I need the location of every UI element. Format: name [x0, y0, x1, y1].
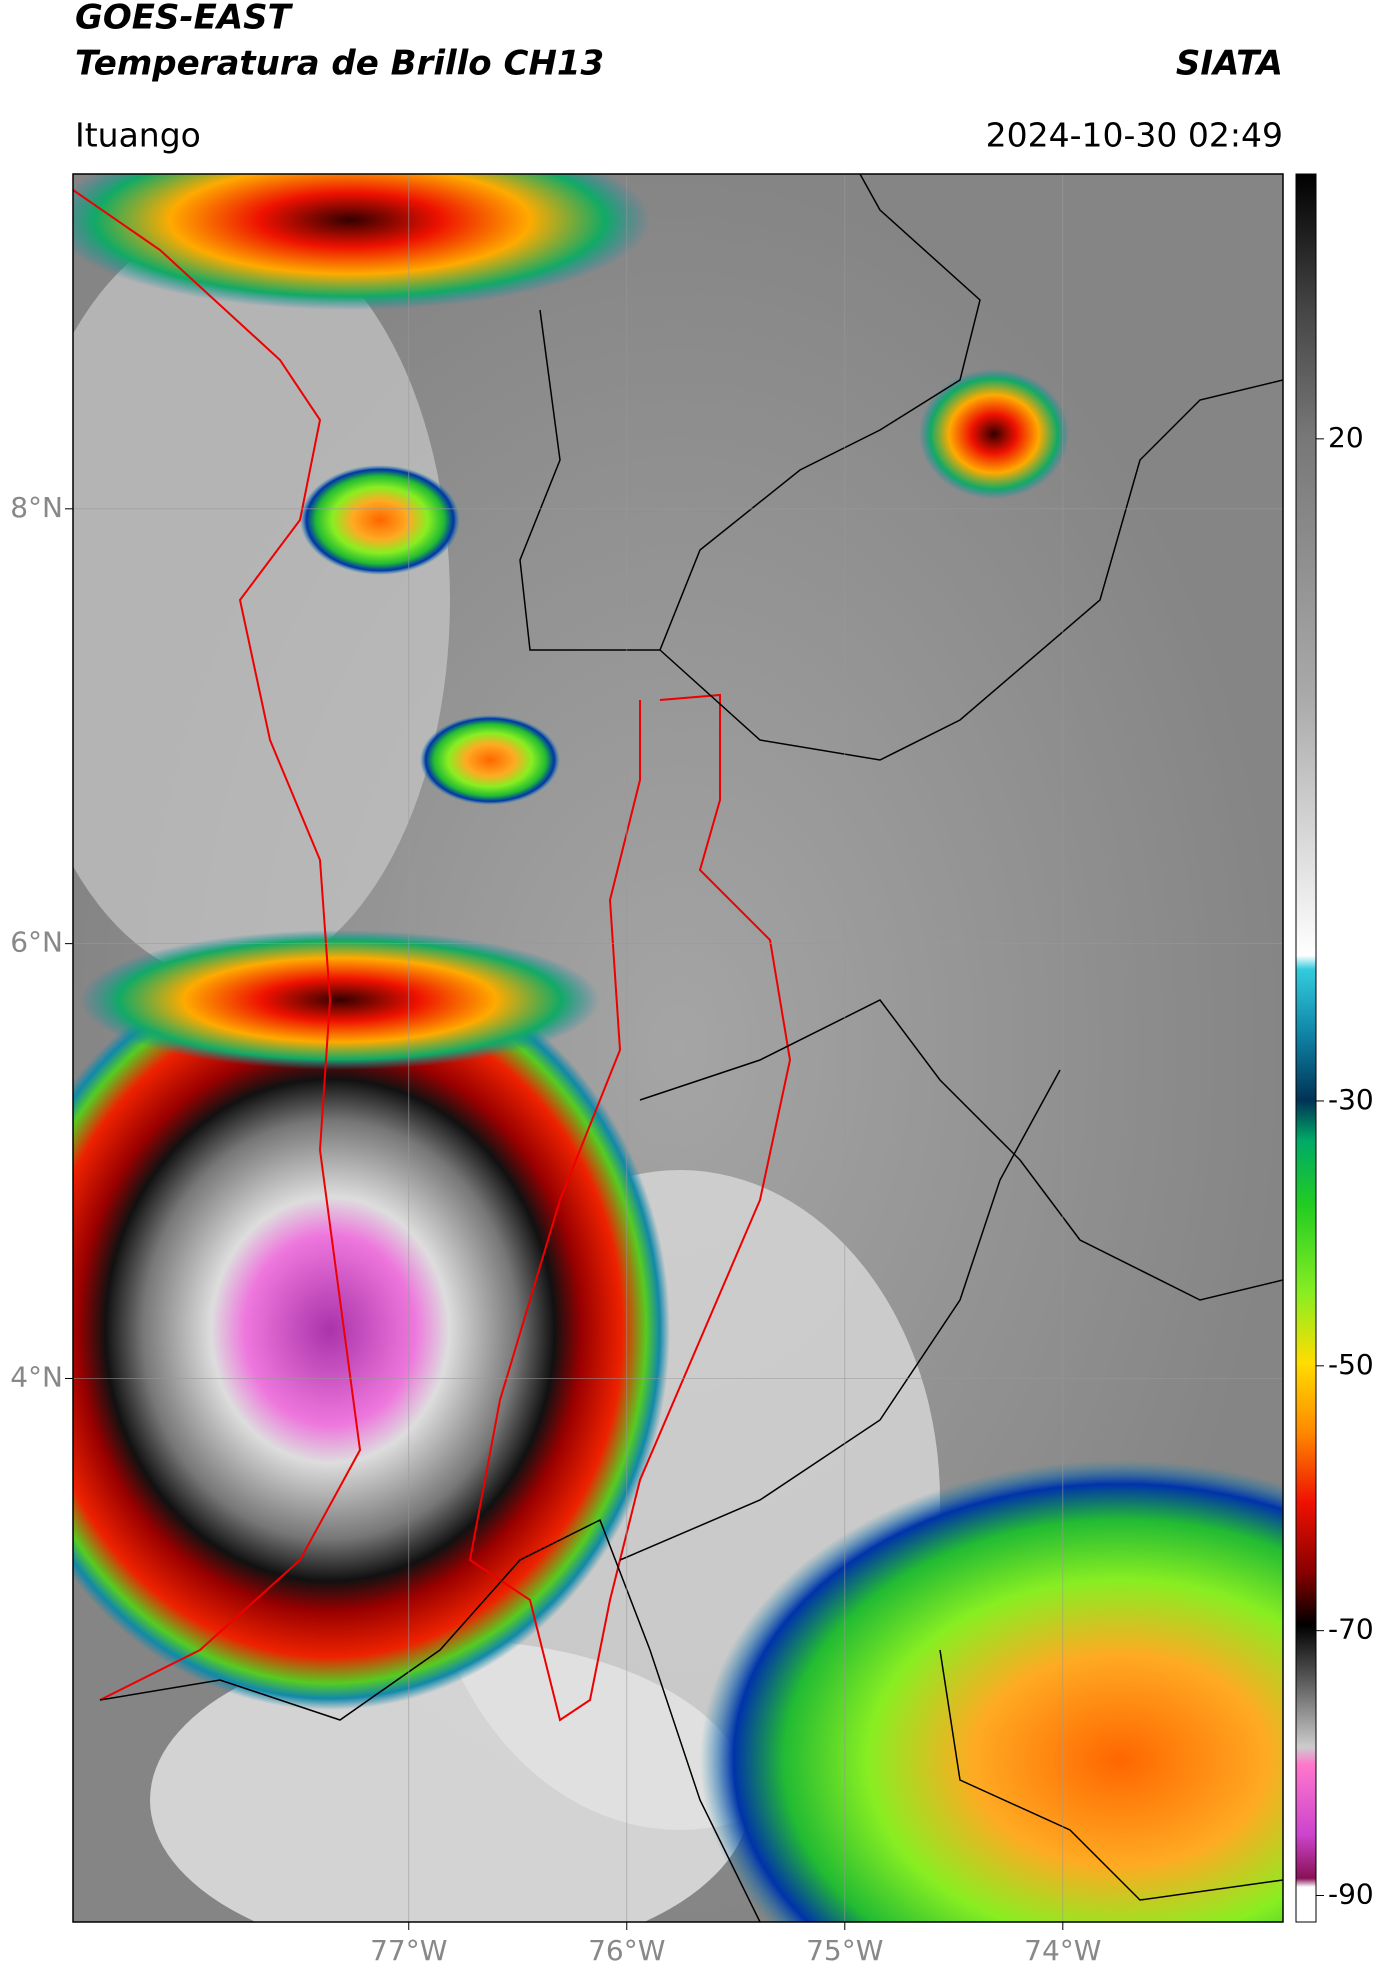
map-frame [72, 173, 1284, 1923]
location: Ituango [75, 116, 201, 155]
map [73, 174, 1283, 1922]
lon-tick-label: 76°W [588, 1934, 665, 1967]
lat-tick-label: 4°N [10, 1360, 63, 1393]
colorbar-tick-label: -30 [1328, 1083, 1374, 1116]
lat-tick-label: 6°N [10, 926, 63, 959]
subtitle: Temperatura de Brillo CH13 [75, 44, 604, 84]
colorbar [1295, 173, 1317, 1923]
lon-tick-label: 74°W [1024, 1934, 1101, 1967]
title: GOES-EAST [75, 0, 294, 38]
source: SIATA [1176, 44, 1283, 84]
lon-tick-label: 77°W [370, 1934, 447, 1967]
lon-tick-label: 75°W [806, 1934, 883, 1967]
colorbar-tick-label: -70 [1328, 1613, 1374, 1646]
lat-tick-label: 8°N [10, 491, 63, 524]
datetime: 2024-10-30 02:49 [986, 116, 1283, 155]
colorbar-tick-label: 20 [1328, 421, 1364, 454]
colorbar-tick-label: -50 [1328, 1348, 1374, 1381]
colorbar-tick-label: -90 [1328, 1878, 1374, 1911]
